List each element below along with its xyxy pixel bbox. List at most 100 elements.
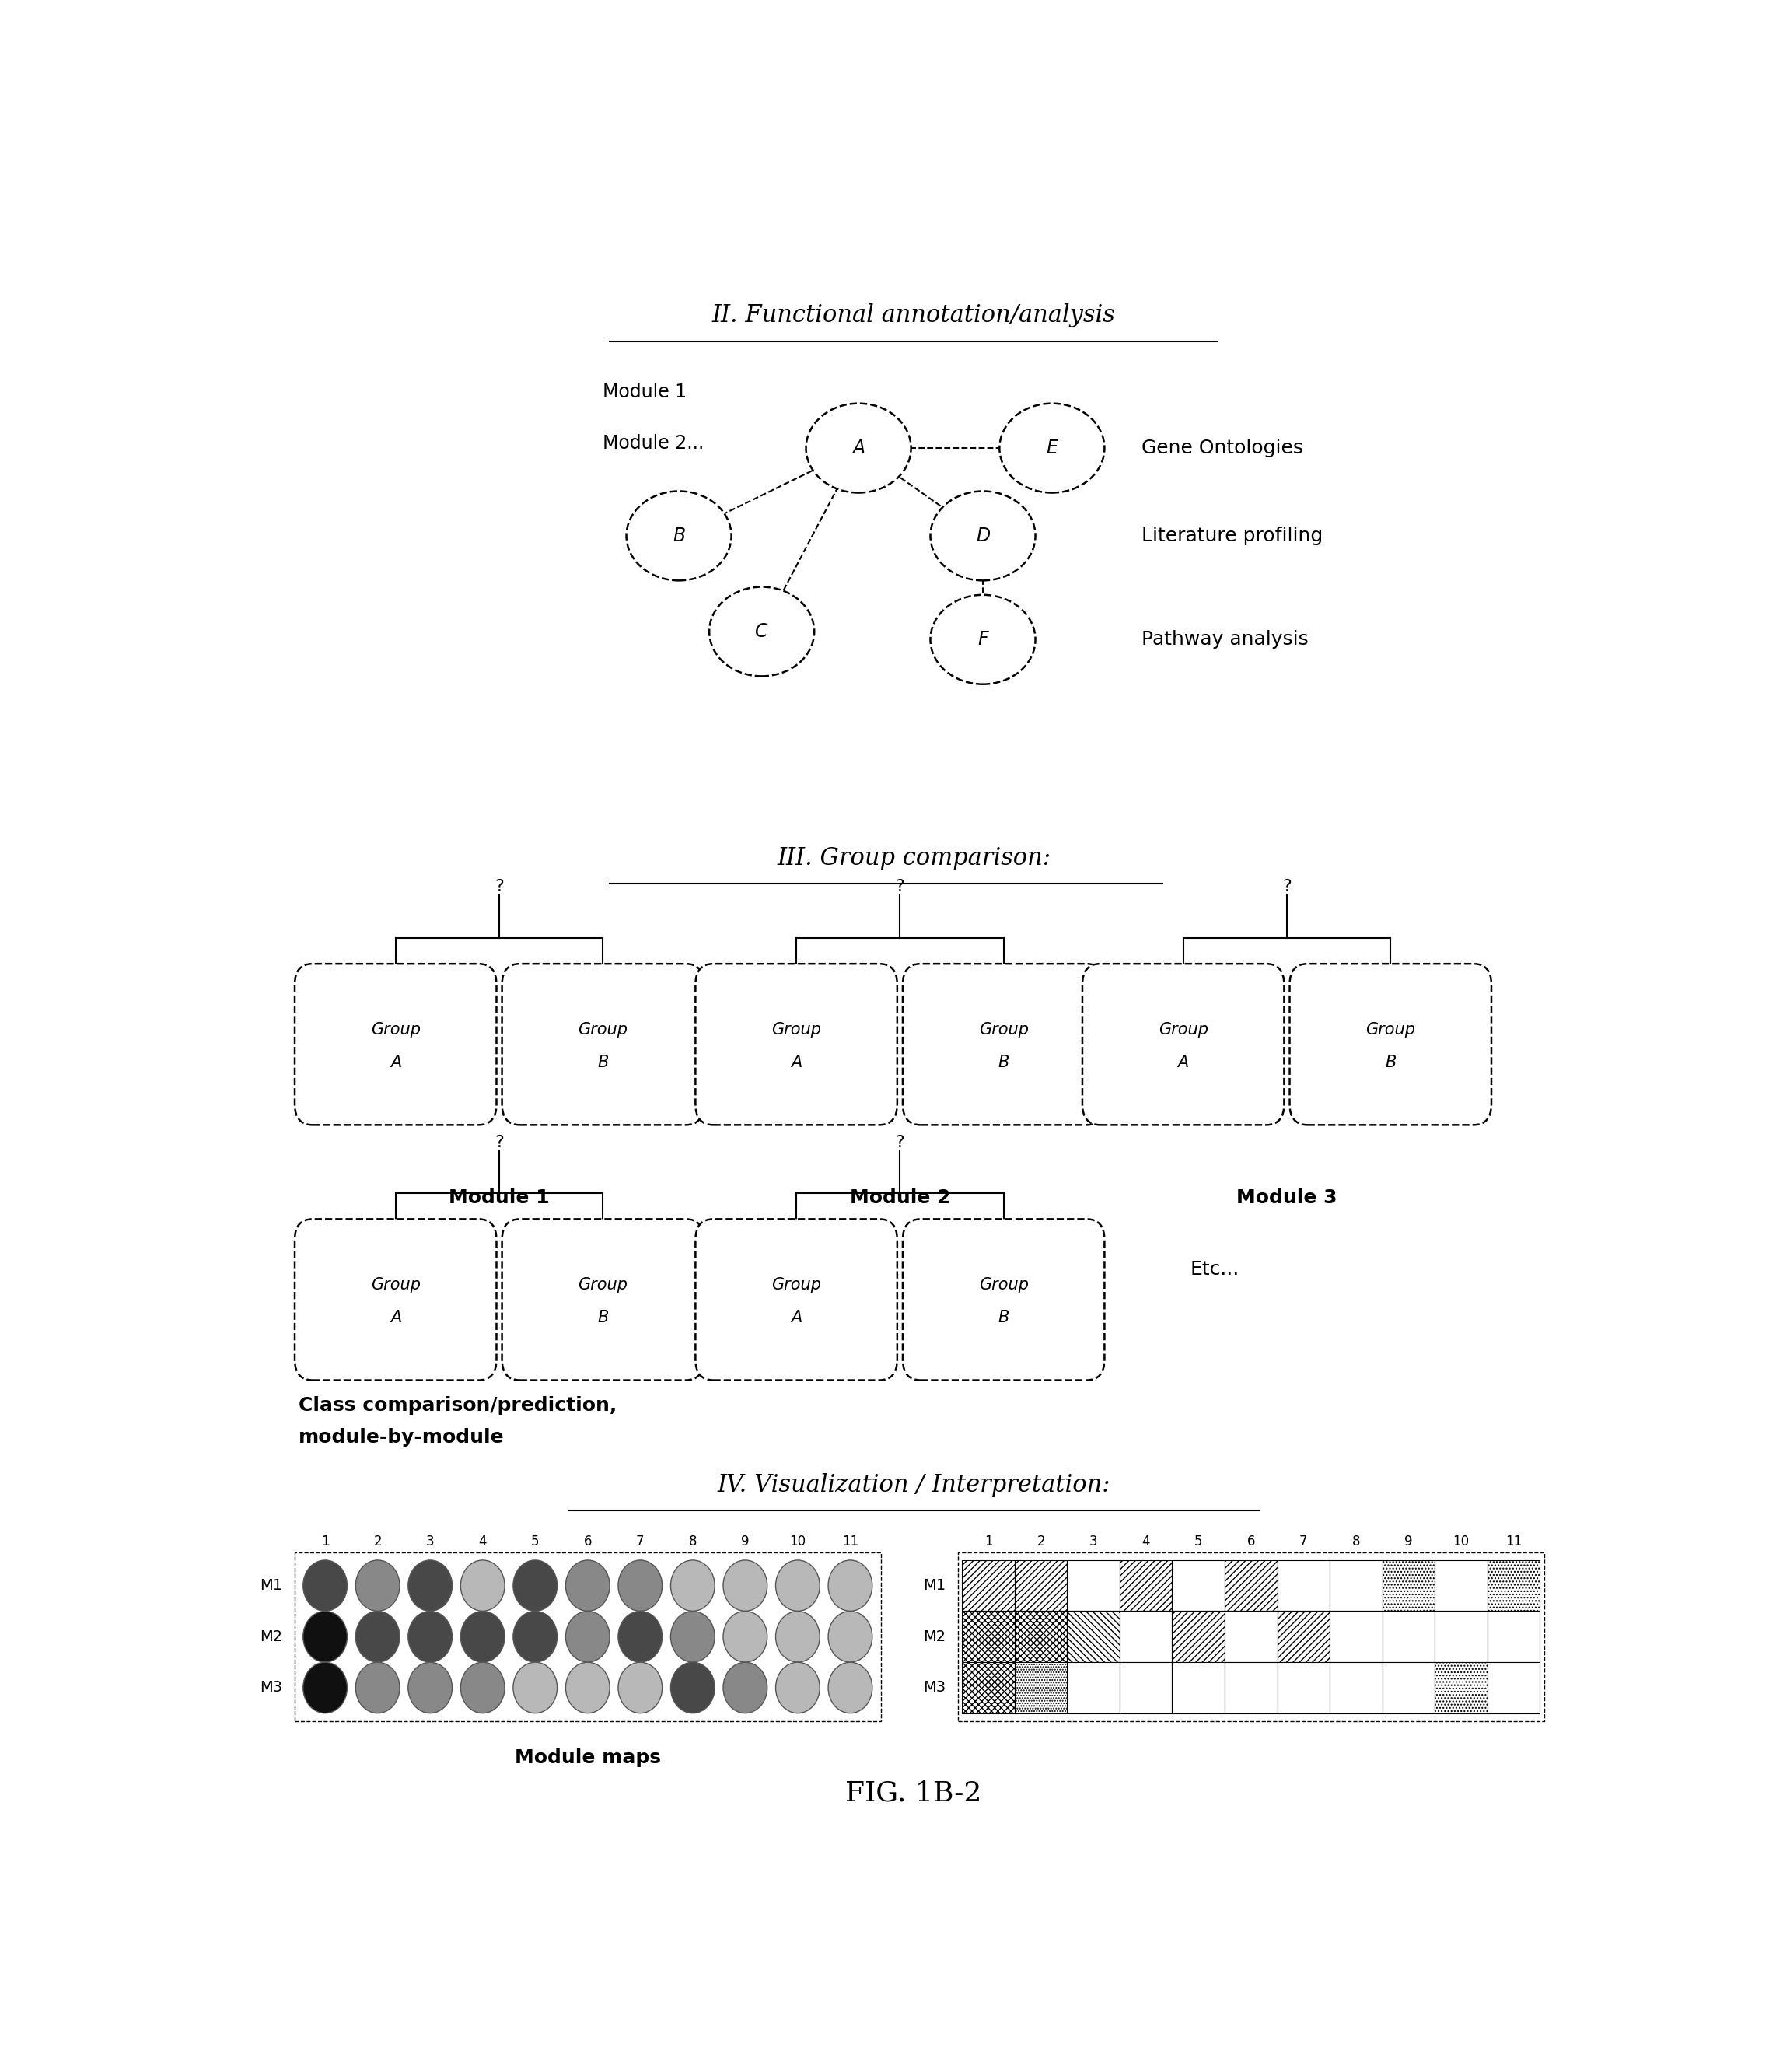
Circle shape: [303, 1662, 348, 1714]
FancyBboxPatch shape: [902, 1218, 1104, 1380]
Text: ?: ?: [895, 1135, 904, 1150]
Circle shape: [776, 1560, 820, 1612]
Bar: [1015, 1560, 1068, 1612]
Circle shape: [355, 1612, 399, 1662]
FancyBboxPatch shape: [294, 963, 496, 1125]
FancyBboxPatch shape: [695, 963, 897, 1125]
Circle shape: [619, 1612, 661, 1662]
Text: IV. Visualization / Interpretation:: IV. Visualization / Interpretation:: [717, 1473, 1111, 1498]
Bar: [1225, 1560, 1277, 1612]
Ellipse shape: [710, 586, 815, 675]
Bar: [963, 1560, 1015, 1612]
Text: 2: 2: [1036, 1535, 1045, 1550]
Bar: [1487, 1662, 1541, 1714]
Text: 9: 9: [742, 1535, 749, 1550]
Bar: [1171, 1612, 1225, 1662]
Text: 4: 4: [1141, 1535, 1150, 1550]
Text: M1: M1: [924, 1579, 945, 1593]
Circle shape: [724, 1560, 767, 1612]
Text: B: B: [597, 1310, 608, 1326]
Circle shape: [827, 1612, 872, 1662]
Text: Gene Ontologies: Gene Ontologies: [1141, 439, 1303, 458]
Text: B: B: [998, 1310, 1009, 1326]
Bar: [1171, 1662, 1225, 1714]
Bar: [1120, 1612, 1171, 1662]
Text: 6: 6: [583, 1535, 592, 1550]
Text: module-by-module: module-by-module: [300, 1428, 505, 1446]
Bar: [1225, 1612, 1277, 1662]
Circle shape: [776, 1612, 820, 1662]
Text: 11: 11: [1505, 1535, 1521, 1550]
Text: FIG. 1B-2: FIG. 1B-2: [845, 1780, 982, 1807]
Bar: [1068, 1662, 1120, 1714]
Text: A: A: [390, 1310, 401, 1326]
Text: F: F: [977, 630, 988, 649]
Circle shape: [670, 1662, 715, 1714]
Text: B: B: [1385, 1055, 1396, 1069]
Bar: [1225, 1662, 1277, 1714]
Text: 5: 5: [1195, 1535, 1202, 1550]
Circle shape: [514, 1612, 558, 1662]
Bar: [1120, 1560, 1171, 1612]
Bar: [963, 1612, 1015, 1662]
Text: Literature profiling: Literature profiling: [1141, 526, 1323, 545]
Bar: [1330, 1612, 1382, 1662]
Circle shape: [355, 1560, 399, 1612]
Text: 8: 8: [688, 1535, 697, 1550]
Circle shape: [565, 1662, 610, 1714]
Bar: [1382, 1662, 1435, 1714]
Text: 3: 3: [1089, 1535, 1098, 1550]
Text: E: E: [1047, 439, 1057, 458]
Text: 10: 10: [1453, 1535, 1469, 1550]
Bar: [963, 1662, 1015, 1714]
FancyBboxPatch shape: [695, 1218, 897, 1380]
Text: Group: Group: [578, 1278, 628, 1293]
FancyBboxPatch shape: [902, 963, 1104, 1125]
Circle shape: [460, 1662, 505, 1714]
Text: 7: 7: [637, 1535, 644, 1550]
Text: 3: 3: [426, 1535, 435, 1550]
Text: Module maps: Module maps: [515, 1749, 661, 1767]
Text: Group: Group: [1366, 1021, 1416, 1038]
Text: A: A: [792, 1310, 802, 1326]
Text: 8: 8: [1352, 1535, 1360, 1550]
Circle shape: [460, 1560, 505, 1612]
Circle shape: [619, 1560, 661, 1612]
Text: 9: 9: [1405, 1535, 1412, 1550]
Text: A: A: [852, 439, 865, 458]
Circle shape: [408, 1662, 453, 1714]
Bar: [1120, 1662, 1171, 1714]
Circle shape: [514, 1560, 558, 1612]
Circle shape: [514, 1662, 558, 1714]
Text: ?: ?: [494, 1135, 505, 1150]
Ellipse shape: [1000, 404, 1104, 493]
Circle shape: [670, 1612, 715, 1662]
Text: 10: 10: [790, 1535, 806, 1550]
Circle shape: [565, 1560, 610, 1612]
Bar: [1487, 1560, 1541, 1612]
Text: 4: 4: [478, 1535, 487, 1550]
Text: Group: Group: [772, 1021, 822, 1038]
Text: M1: M1: [260, 1579, 282, 1593]
Text: Etc...: Etc...: [1191, 1260, 1239, 1278]
Circle shape: [724, 1612, 767, 1662]
Text: Group: Group: [1159, 1021, 1209, 1038]
Text: 6: 6: [1246, 1535, 1255, 1550]
Bar: [1015, 1662, 1068, 1714]
Text: Module 2...: Module 2...: [603, 433, 704, 452]
FancyBboxPatch shape: [1289, 963, 1491, 1125]
Bar: [1330, 1560, 1382, 1612]
Ellipse shape: [626, 491, 731, 580]
Text: D: D: [975, 526, 990, 545]
Text: ?: ?: [895, 879, 904, 895]
Bar: [1015, 1612, 1068, 1662]
Text: II. Functional annotation/analysis: II. Functional annotation/analysis: [711, 305, 1116, 327]
Text: 2: 2: [373, 1535, 382, 1550]
Bar: [1487, 1612, 1541, 1662]
Circle shape: [408, 1560, 453, 1612]
Text: Group: Group: [772, 1278, 822, 1293]
Ellipse shape: [931, 595, 1036, 684]
Bar: [1277, 1560, 1330, 1612]
Text: Group: Group: [578, 1021, 628, 1038]
Text: ?: ?: [494, 879, 505, 895]
